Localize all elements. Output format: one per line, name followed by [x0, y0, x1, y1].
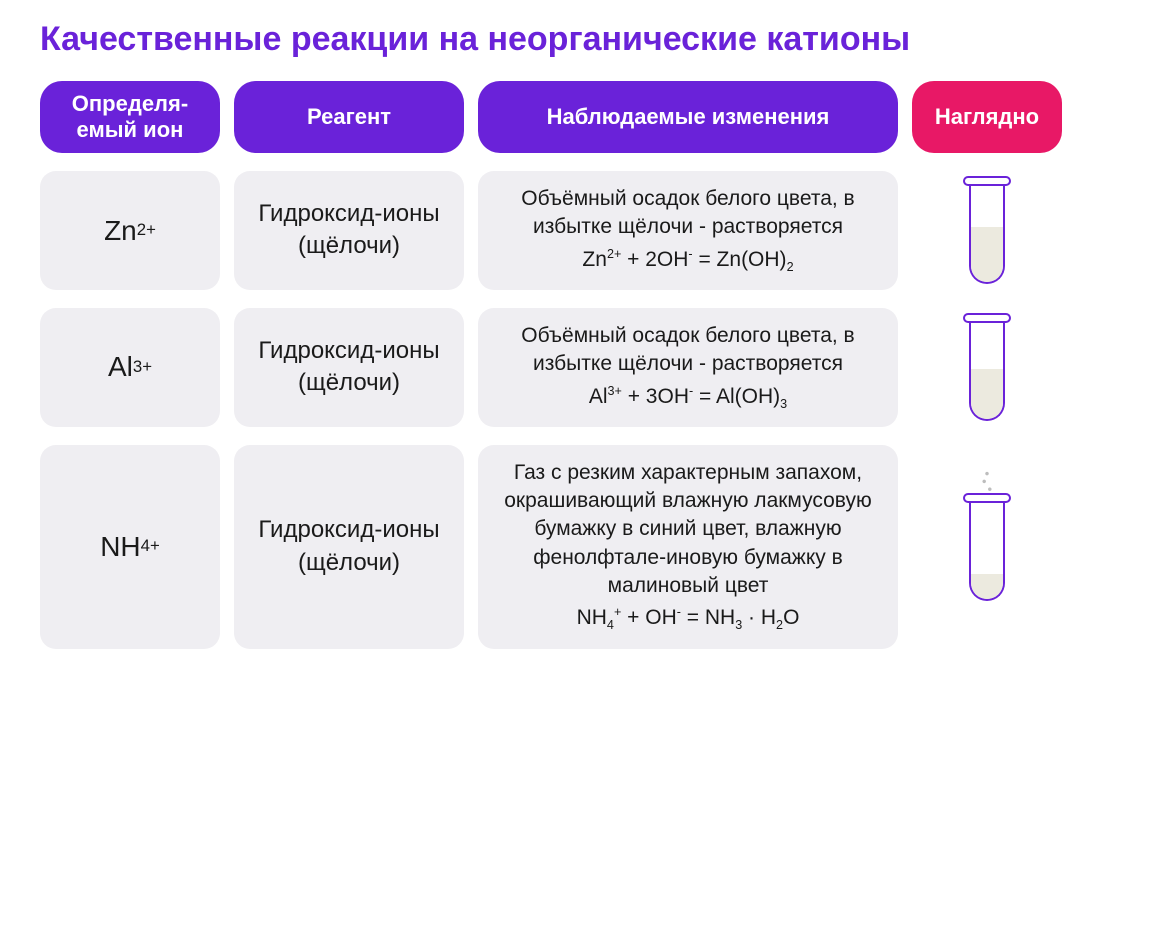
reactions-table: Определя- емый ион Реагент Наблюдаемые и… [40, 81, 1129, 649]
observation-cell: Газ с резким характерным запахом, окраши… [478, 445, 898, 649]
page-title: Качественные реакции на неорганические к… [40, 20, 1129, 59]
reagent-cell: Гидроксид-ионы (щёлочи) [234, 171, 464, 290]
col-header-observation: Наблюдаемые изменения [478, 81, 898, 153]
observation-cell: Объёмный осадок белого цвета, в избытке … [478, 171, 898, 290]
observation-cell: Объёмный осадок белого цвета, в избытке … [478, 308, 898, 427]
visual-cell [912, 308, 1062, 427]
observation-text: Газ с резким характерным запахом, окраши… [490, 459, 886, 601]
observation-text: Объёмный осадок белого цвета, в избытке … [490, 185, 886, 242]
visual-cell [912, 445, 1062, 649]
col-header-ion: Определя- емый ион [40, 81, 220, 153]
observation-text: Объёмный осадок белого цвета, в избытке … [490, 322, 886, 379]
col-header-reagent: Реагент [234, 81, 464, 153]
col-header-visual: Наглядно [912, 81, 1062, 153]
ion-cell: Al3+ [40, 308, 220, 427]
test-tube-icon [963, 176, 1011, 284]
ion-cell: Zn2+ [40, 171, 220, 290]
reagent-cell: Гидроксид-ионы (щёлочи) [234, 445, 464, 649]
equation: Al3+ + 3OH- = Al(OH)3 [490, 383, 886, 413]
visual-cell [912, 171, 1062, 290]
ion-cell: NH4+ [40, 445, 220, 649]
equation: NH4+ + OH- = NH3 · H2O [490, 604, 886, 634]
test-tube-icon [963, 313, 1011, 421]
reagent-cell: Гидроксид-ионы (щёлочи) [234, 308, 464, 427]
equation: Zn2+ + 2OH- = Zn(OH)2 [490, 246, 886, 276]
test-tube-icon [963, 493, 1011, 601]
